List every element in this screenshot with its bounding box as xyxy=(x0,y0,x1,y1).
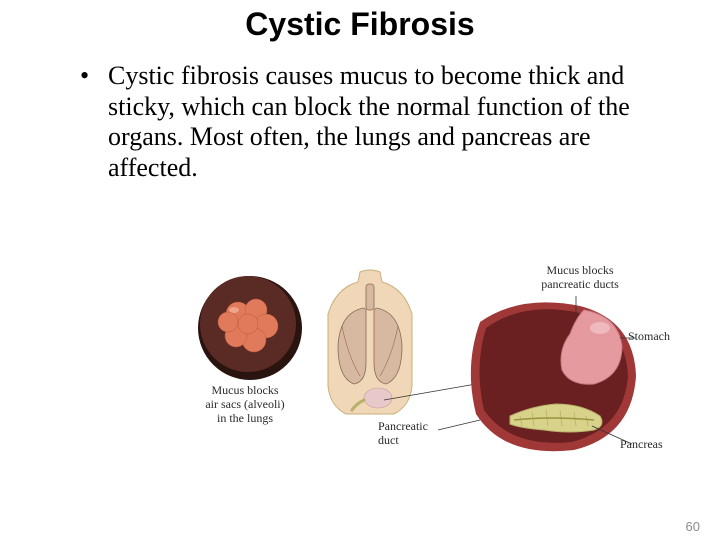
torso-illustration xyxy=(328,270,412,414)
caption-alveoli: Mucus blocksair sacs (alveoli)in the lun… xyxy=(185,384,305,425)
slide-body: Cystic fibrosis causes mucus to become t… xyxy=(80,61,660,184)
medical-figure: Mucus blocksair sacs (alveoli)in the lun… xyxy=(180,266,640,476)
bullet-text: Cystic fibrosis causes mucus to become t… xyxy=(108,61,630,182)
caption-mucus-ducts: Mucus blockspancreatic ducts xyxy=(520,264,640,292)
slide: Cystic Fibrosis Cystic fibrosis causes m… xyxy=(0,6,720,540)
pancreas-illustration xyxy=(438,296,636,451)
caption-pancreatic-duct: Pancreaticduct xyxy=(378,420,448,448)
bullet-list: Cystic fibrosis causes mucus to become t… xyxy=(80,61,660,184)
bullet-item: Cystic fibrosis causes mucus to become t… xyxy=(80,61,660,184)
caption-stomach: Stomach xyxy=(628,330,698,344)
alveoli-illustration xyxy=(198,276,302,380)
slide-title: Cystic Fibrosis xyxy=(120,6,600,43)
caption-pancreas: Pancreas xyxy=(620,438,690,452)
page-number: 60 xyxy=(686,519,700,534)
